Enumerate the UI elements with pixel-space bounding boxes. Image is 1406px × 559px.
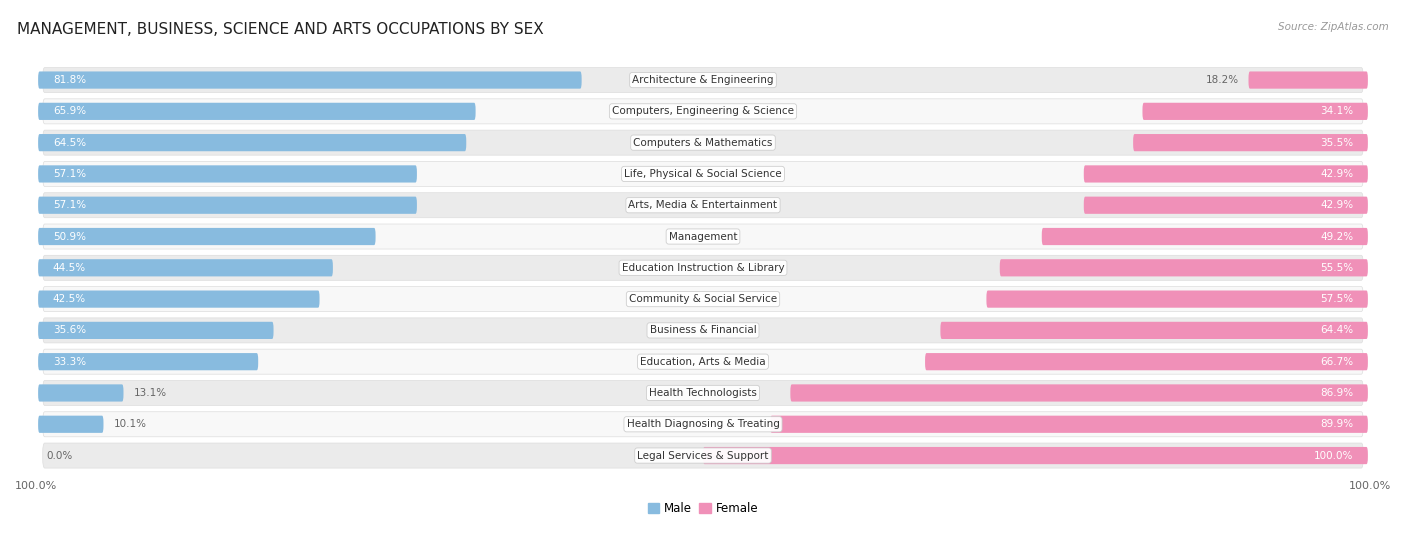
Text: 64.4%: 64.4%: [1320, 325, 1353, 335]
Text: 42.9%: 42.9%: [1320, 200, 1353, 210]
Text: 35.6%: 35.6%: [53, 325, 86, 335]
Text: Education Instruction & Library: Education Instruction & Library: [621, 263, 785, 273]
FancyBboxPatch shape: [38, 353, 259, 370]
Text: 50.9%: 50.9%: [53, 231, 86, 241]
Text: 44.5%: 44.5%: [53, 263, 86, 273]
Text: 13.1%: 13.1%: [134, 388, 167, 398]
Text: 57.1%: 57.1%: [53, 169, 86, 179]
Text: 10.1%: 10.1%: [114, 419, 146, 429]
Text: Computers, Engineering & Science: Computers, Engineering & Science: [612, 106, 794, 116]
FancyBboxPatch shape: [987, 291, 1368, 307]
FancyBboxPatch shape: [38, 416, 104, 433]
Text: Life, Physical & Social Science: Life, Physical & Social Science: [624, 169, 782, 179]
FancyBboxPatch shape: [42, 68, 1364, 93]
FancyBboxPatch shape: [770, 416, 1368, 433]
Text: 49.2%: 49.2%: [1320, 231, 1353, 241]
FancyBboxPatch shape: [38, 72, 582, 89]
FancyBboxPatch shape: [38, 134, 467, 151]
Text: Community & Social Service: Community & Social Service: [628, 294, 778, 304]
Text: Business & Financial: Business & Financial: [650, 325, 756, 335]
FancyBboxPatch shape: [42, 381, 1364, 405]
Text: 35.5%: 35.5%: [1320, 138, 1353, 148]
FancyBboxPatch shape: [42, 412, 1364, 437]
Text: 0.0%: 0.0%: [46, 451, 72, 461]
FancyBboxPatch shape: [38, 165, 418, 183]
FancyBboxPatch shape: [925, 353, 1368, 370]
FancyBboxPatch shape: [42, 255, 1364, 280]
FancyBboxPatch shape: [38, 103, 475, 120]
Text: MANAGEMENT, BUSINESS, SCIENCE AND ARTS OCCUPATIONS BY SEX: MANAGEMENT, BUSINESS, SCIENCE AND ARTS O…: [17, 22, 544, 37]
Text: 64.5%: 64.5%: [53, 138, 86, 148]
Text: 18.2%: 18.2%: [1205, 75, 1239, 85]
FancyBboxPatch shape: [42, 287, 1364, 311]
Text: Management: Management: [669, 231, 737, 241]
FancyBboxPatch shape: [790, 385, 1368, 401]
Text: 57.5%: 57.5%: [1320, 294, 1353, 304]
FancyBboxPatch shape: [42, 224, 1364, 249]
FancyBboxPatch shape: [42, 193, 1364, 218]
Text: 57.1%: 57.1%: [53, 200, 86, 210]
Text: Health Technologists: Health Technologists: [650, 388, 756, 398]
Text: Arts, Media & Entertainment: Arts, Media & Entertainment: [628, 200, 778, 210]
Text: 34.1%: 34.1%: [1320, 106, 1353, 116]
FancyBboxPatch shape: [1084, 165, 1368, 183]
Text: 65.9%: 65.9%: [53, 106, 86, 116]
Text: 89.9%: 89.9%: [1320, 419, 1353, 429]
FancyBboxPatch shape: [42, 443, 1364, 468]
Text: 86.9%: 86.9%: [1320, 388, 1353, 398]
FancyBboxPatch shape: [42, 99, 1364, 124]
FancyBboxPatch shape: [38, 385, 124, 401]
Text: 42.9%: 42.9%: [1320, 169, 1353, 179]
FancyBboxPatch shape: [1133, 134, 1368, 151]
FancyBboxPatch shape: [38, 291, 319, 307]
Text: Education, Arts & Media: Education, Arts & Media: [640, 357, 766, 367]
Text: Health Diagnosing & Treating: Health Diagnosing & Treating: [627, 419, 779, 429]
FancyBboxPatch shape: [38, 322, 274, 339]
FancyBboxPatch shape: [38, 228, 375, 245]
Text: Architecture & Engineering: Architecture & Engineering: [633, 75, 773, 85]
FancyBboxPatch shape: [941, 322, 1368, 339]
Legend: Male, Female: Male, Female: [643, 498, 763, 520]
FancyBboxPatch shape: [1143, 103, 1368, 120]
Text: 55.5%: 55.5%: [1320, 263, 1353, 273]
Text: 100.0%: 100.0%: [1313, 451, 1353, 461]
FancyBboxPatch shape: [42, 162, 1364, 187]
Text: Legal Services & Support: Legal Services & Support: [637, 451, 769, 461]
FancyBboxPatch shape: [42, 349, 1364, 374]
FancyBboxPatch shape: [1000, 259, 1368, 276]
FancyBboxPatch shape: [42, 318, 1364, 343]
FancyBboxPatch shape: [1084, 197, 1368, 214]
FancyBboxPatch shape: [703, 447, 1368, 464]
Text: 66.7%: 66.7%: [1320, 357, 1353, 367]
FancyBboxPatch shape: [1042, 228, 1368, 245]
Text: 33.3%: 33.3%: [53, 357, 86, 367]
FancyBboxPatch shape: [1249, 72, 1368, 89]
FancyBboxPatch shape: [38, 259, 333, 276]
FancyBboxPatch shape: [42, 130, 1364, 155]
Text: Source: ZipAtlas.com: Source: ZipAtlas.com: [1278, 22, 1389, 32]
FancyBboxPatch shape: [38, 197, 418, 214]
Text: 42.5%: 42.5%: [53, 294, 86, 304]
Text: 81.8%: 81.8%: [53, 75, 86, 85]
Text: Computers & Mathematics: Computers & Mathematics: [633, 138, 773, 148]
